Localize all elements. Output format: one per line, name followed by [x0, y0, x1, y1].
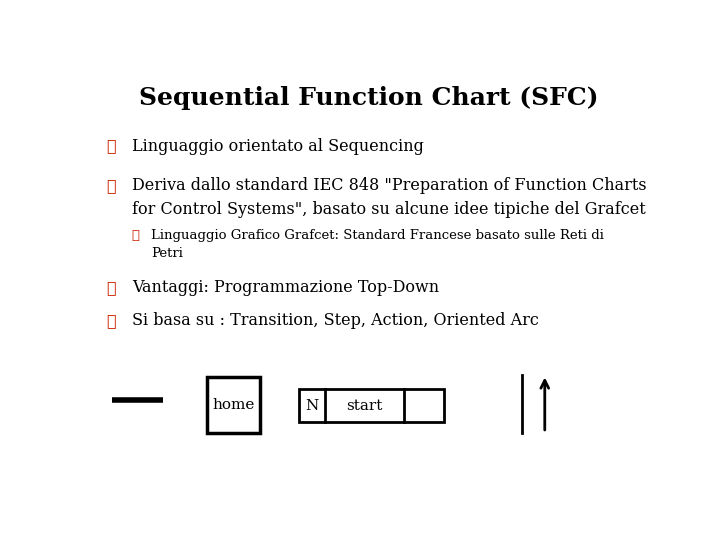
Text: Linguaggio orientato al Sequencing: Linguaggio orientato al Sequencing	[132, 138, 424, 154]
Bar	[300, 389, 444, 422]
Text: start: start	[346, 399, 383, 413]
Text: Vantaggi: Programmazione Top-Down: Vantaggi: Programmazione Top-Down	[132, 279, 439, 296]
Bar	[207, 377, 260, 433]
Text: ❖: ❖	[107, 279, 117, 296]
Text: Sequential Function Chart (SFC): Sequential Function Chart (SFC)	[139, 85, 599, 110]
Text: N: N	[305, 399, 318, 413]
Text: ❖: ❖	[107, 177, 117, 194]
Text: Linguaggio Grafico Grafcet: Standard Francese basato sulle Reti di
Petri: Linguaggio Grafico Grafcet: Standard Fra…	[151, 229, 604, 260]
Text: ❖: ❖	[132, 229, 140, 242]
Text: Si basa su : Transition, Step, Action, Oriented Arc: Si basa su : Transition, Step, Action, O…	[132, 312, 539, 329]
Text: ❖: ❖	[107, 312, 117, 329]
Text: home: home	[212, 398, 255, 411]
Text: Deriva dallo standard IEC 848 "Preparation of Function Charts
for Control System: Deriva dallo standard IEC 848 "Preparati…	[132, 177, 647, 218]
Text: ❖: ❖	[107, 138, 117, 154]
